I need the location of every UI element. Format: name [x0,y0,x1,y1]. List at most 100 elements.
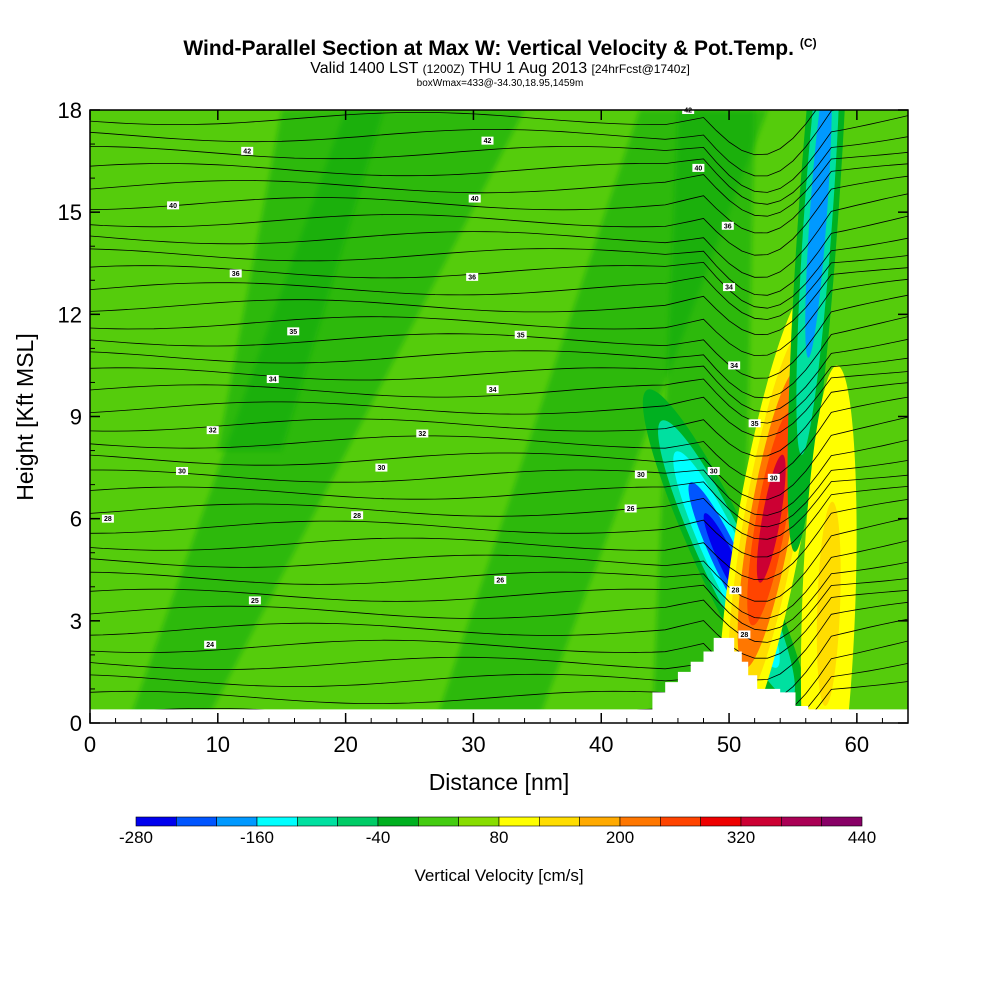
terrain-mask [652,637,809,723]
isentrope-label-bg [481,136,494,145]
isentrope-line [90,294,908,379]
isentrope-label-text: 42 [484,138,492,145]
colorbar-swatch [781,816,822,827]
colorbar-label: 320 [727,828,755,847]
isentrope-line [90,517,908,602]
isentrope-label: 40 [468,194,481,203]
isentrope-label-bg [351,511,364,520]
isentrope-line [90,175,908,256]
isentrope-label-text: 34 [269,377,277,384]
isentrope-label-text: 30 [710,468,718,475]
isentrope-label-text: 26 [496,577,504,584]
isentrope-label: 30 [767,473,780,482]
isentrope-label-bg [486,385,499,394]
colorbar-label: 80 [490,828,509,847]
isentrope-label: 34 [486,385,499,394]
isentrope-line [90,215,908,296]
velocity-field [128,110,857,723]
colorbar-label: -160 [240,828,274,847]
isentrope-line [90,316,908,399]
isentrope-line [90,561,908,632]
isentrope-label-bg [375,463,388,472]
isentrope-label: 36 [721,221,734,230]
isentrope-label-bg [206,426,219,435]
isentrope-label: 34 [266,375,279,384]
isentrope-label-text: 26 [627,506,635,513]
isentrope-line [90,255,908,320]
chart-title-text: Wind-Parallel Section at Max W: Vertical… [183,37,794,60]
colorbar-swatch [297,816,338,827]
isentrope-label-text: 28 [741,632,749,639]
isentrope-line [90,578,908,643]
isentrope-label-text: 30 [378,465,386,472]
isentrope-label-text: 34 [725,285,733,292]
colorbar-swatch [176,816,217,827]
isentrope-line [90,338,908,413]
isentrope-label: 35 [748,419,761,428]
isentrope-line [90,193,908,278]
isentrope-label: 35 [287,327,300,336]
y-tick-label: 0 [70,711,82,736]
isentrope-label-text: 34 [489,387,497,394]
isentrope-label: 30 [375,463,388,472]
colorbar: -280 -160 -40 80 200 320 440 [119,816,876,847]
isentrope-label: 35 [514,330,527,339]
isentrope-label-bg [468,194,481,203]
x-tick-label: 40 [589,732,613,757]
isentrope-label-text: 30 [178,468,186,475]
isentrope-label: 28 [738,630,751,639]
y-tick-label: 9 [70,405,82,430]
x-tick-label: 60 [845,732,869,757]
isentrope-label-text: 28 [353,513,361,520]
y-tick-label: 6 [70,507,82,532]
isentrope-label: 42 [241,146,254,155]
colorbar-swatch [418,816,459,827]
isentrope-label-bg [723,283,736,292]
isentrope-label: 30 [707,466,720,475]
isentrope-label-bg [287,327,300,336]
isentrope-line [90,663,908,723]
forecast-info: [24hrFcst@1740z] [591,62,690,76]
valid-prefix: Valid 1400 LST [310,60,419,77]
isentrope-label: 36 [229,269,242,278]
isentrope-line [90,357,908,424]
isentrope-label-text: 28 [104,516,112,523]
colorbar-swatch [135,816,177,827]
isentrope-label-text: 40 [471,196,479,203]
valid-time-line: Valid 1400 LST (1200Z) THU 1 Aug 2013 [2… [0,60,1000,78]
isentrope-label-text: 42 [243,148,251,155]
colorbar-swatch [377,816,419,827]
isentrope-label: 28 [351,511,364,520]
colorbar-swatch [660,816,701,827]
isentrope-label: 26 [624,504,637,513]
isentrope-line [90,499,908,581]
y-tick-label: 18 [58,98,82,123]
isentrope-label-text: 36 [724,223,732,230]
isentrope-label: 42 [481,136,494,145]
colorbar-swatch [740,816,782,827]
isentrope-label: 36 [466,272,479,281]
isentrope-line [90,486,908,558]
y-tick-label: 3 [70,609,82,634]
x-tick-label: 20 [333,732,357,757]
isentrope-label-bg [167,201,180,210]
isentrope-label-text: 32 [209,428,217,435]
copyright-mark: (C) [799,36,817,50]
isentrope-line [90,460,908,528]
colorbar-swatch [337,816,379,827]
colorbar-swatch [458,816,500,827]
isentrope-line [90,110,837,177]
isentrope-line [90,382,908,457]
isentrope-label-text: 32 [418,431,426,438]
isentrope-line [90,151,908,217]
colorbar-swatch [700,816,742,827]
colorbar-title: Vertical Velocity [cm/s] [414,866,583,885]
isentrope-label-text: 34 [730,363,738,370]
x-tick-label: 30 [461,732,485,757]
isentrope-label-bg [634,470,647,479]
isentrope-label: 32 [416,429,429,438]
isentrope-line [90,267,908,335]
isentrope-line [90,115,908,193]
isentrope-label-bg [721,221,734,230]
